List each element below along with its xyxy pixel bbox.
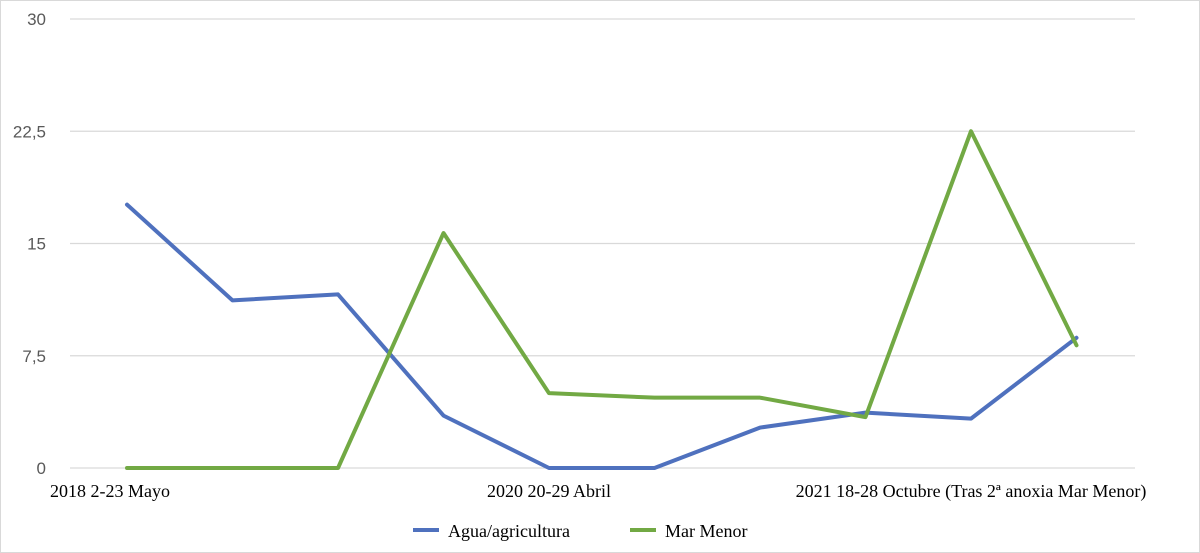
x-tick-label: 2021 18-28 Octubre (Tras 2ª anoxia Mar M… — [796, 481, 1147, 502]
gridlines — [70, 18, 1135, 469]
y-tick-label: 15 — [27, 235, 46, 254]
legend-label: Mar Menor — [665, 521, 747, 541]
x-tick-label: 2018 2-23 Mayo — [50, 481, 170, 501]
x-axis-ticks: 2018 2-23 Mayo 2020 20-29 Abril 2021 18-28… — [50, 481, 1146, 502]
y-tick-label: 7,5 — [22, 347, 46, 366]
x-tick-label: 2020 20-29 Abril — [487, 481, 611, 501]
legend-label: Agua/agricultura — [448, 521, 570, 541]
series-lines — [125, 129, 1079, 470]
series-line-mar-menor — [125, 129, 1079, 470]
y-tick-label: 30 — [27, 10, 46, 29]
y-tick-label: 0 — [37, 459, 46, 478]
legend: Agua/agricultura Mar Menor — [413, 521, 747, 541]
series-line-agua-agricultura — [125, 202, 1079, 470]
y-tick-label: 22,5 — [13, 122, 46, 141]
y-axis-ticks: 0 7,5 15 22,5 30 — [13, 10, 46, 478]
